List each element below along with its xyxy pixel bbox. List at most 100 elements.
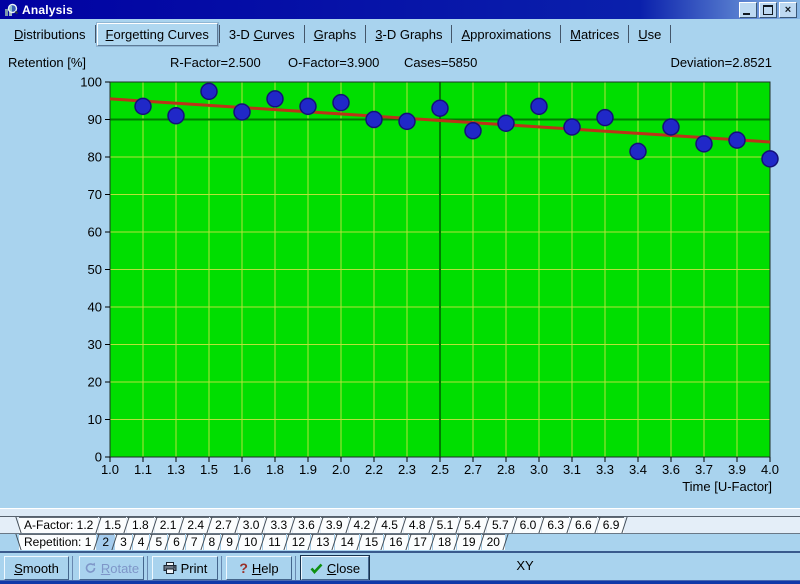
button-separator bbox=[295, 556, 296, 580]
repetition-tab-16[interactable]: 16 bbox=[384, 534, 408, 550]
a-factor-tab-1-8[interactable]: 1.8 bbox=[127, 517, 154, 533]
smooth-button[interactable]: Smooth bbox=[4, 556, 69, 580]
window-bottom-frame bbox=[0, 580, 800, 584]
x-tick-label: 3.6 bbox=[662, 462, 680, 477]
repetition-tab-6[interactable]: 6 bbox=[168, 534, 185, 550]
tab-separator bbox=[670, 25, 672, 43]
deviation-value: Deviation=2.8521 bbox=[670, 55, 772, 70]
repetition-tab-17[interactable]: 17 bbox=[408, 534, 432, 550]
y-tick-label: 40 bbox=[88, 300, 102, 315]
r-factor-value: R-Factor=2.500 bbox=[170, 55, 261, 70]
rotate-button[interactable]: Rotate bbox=[79, 556, 144, 580]
a-factor-tab-2-7[interactable]: 2.7 bbox=[210, 517, 237, 533]
x-tick-label: 2.5 bbox=[431, 462, 449, 477]
button-separator bbox=[147, 556, 148, 580]
tab-use[interactable]: Use bbox=[638, 26, 662, 42]
x-tick-label: 3.3 bbox=[596, 462, 614, 477]
status-mode-label: XY bbox=[516, 558, 534, 573]
y-tick-label: 30 bbox=[88, 337, 102, 352]
repetition-tab-11[interactable]: 11 bbox=[263, 534, 286, 550]
repetition-tab-9[interactable]: 9 bbox=[221, 534, 238, 550]
help-button[interactable]: ? Help bbox=[226, 556, 292, 580]
repetition-tab-4[interactable]: 4 bbox=[132, 534, 150, 550]
repetition-tab-14[interactable]: 14 bbox=[335, 534, 359, 550]
data-point bbox=[200, 82, 218, 101]
x-tick-label: 3.4 bbox=[629, 462, 647, 477]
regression-line bbox=[109, 97, 771, 144]
analysis-app-icon bbox=[4, 3, 19, 17]
close-window-button[interactable]: × bbox=[779, 2, 797, 18]
tab-graphs[interactable]: Graphs bbox=[313, 26, 357, 42]
x-tick-label: 1.9 bbox=[299, 462, 317, 477]
a-factor-tab-5-7[interactable]: 5.7 bbox=[486, 517, 514, 533]
tab-distributions[interactable]: Distributions bbox=[14, 26, 86, 42]
data-point bbox=[530, 97, 548, 116]
a-factor-tab-2-4[interactable]: 2.4 bbox=[182, 517, 210, 533]
a-factor-tab-5-4[interactable]: 5.4 bbox=[459, 517, 486, 533]
tab-forgetting-curves[interactable]: Forgetting Curves bbox=[96, 22, 218, 46]
a-factor-tab-4-2[interactable]: 4.2 bbox=[348, 517, 376, 533]
button-bar-divider bbox=[0, 551, 800, 553]
tab-separator bbox=[303, 25, 305, 43]
data-point bbox=[398, 112, 416, 131]
tab-matrices[interactable]: Matrices bbox=[570, 26, 620, 42]
a-factor-tab-4-5[interactable]: 4.5 bbox=[376, 517, 403, 533]
repetition-tab-5[interactable]: 5 bbox=[150, 534, 168, 550]
close-icon: × bbox=[784, 3, 792, 16]
a-factor-tab-6-3[interactable]: 6.3 bbox=[542, 517, 570, 533]
a-factor-tab-3-0[interactable]: 3.0 bbox=[237, 517, 265, 533]
repetition-tab-20[interactable]: 20 bbox=[481, 534, 505, 550]
a-factor-tab-3-3[interactable]: 3.3 bbox=[265, 517, 293, 533]
data-point bbox=[695, 135, 713, 153]
repetition-tab-19[interactable]: 19 bbox=[457, 534, 481, 550]
tab-3-d-graphs[interactable]: 3-D Graphs bbox=[375, 26, 443, 42]
check-icon bbox=[310, 563, 323, 574]
a-factor-tab-6-9[interactable]: 6.9 bbox=[597, 517, 625, 533]
button-label: Smooth bbox=[14, 560, 59, 576]
a-factor-tab-4-8[interactable]: 4.8 bbox=[403, 517, 431, 533]
x-tick-label: 1.0 bbox=[101, 462, 119, 477]
repetition-tab-7[interactable]: 7 bbox=[185, 534, 203, 550]
x-tick-label: 2.7 bbox=[464, 462, 482, 477]
a-factor-tab-2-1[interactable]: 2.1 bbox=[154, 517, 182, 533]
repetition-tab-8[interactable]: 8 bbox=[203, 534, 221, 550]
tab-3-d-curves[interactable]: 3-D Curves bbox=[228, 26, 295, 42]
rotate-icon bbox=[84, 562, 97, 574]
y-tick-label: 70 bbox=[88, 187, 102, 202]
a-factor-tab-1-5[interactable]: 1.5 bbox=[99, 517, 127, 533]
print-button[interactable]: Print bbox=[152, 556, 218, 580]
y-tick-label: 60 bbox=[88, 225, 102, 240]
repetition-tab-repetition-1[interactable]: Repetition: 1 bbox=[19, 534, 97, 550]
data-point bbox=[431, 99, 449, 117]
close-button[interactable]: Close bbox=[301, 556, 369, 580]
data-point bbox=[134, 97, 152, 116]
button-label: Help bbox=[251, 560, 279, 576]
minimize-button[interactable] bbox=[739, 2, 757, 18]
a-factor-tab-5-1[interactable]: 5.1 bbox=[431, 517, 459, 533]
repetition-strip: Repetition: 1 2 3 4 5 6 7 8 9 10 11 12 13 14 15 16 17 18 1… bbox=[0, 533, 800, 550]
x-tick-label: 2.8 bbox=[497, 462, 515, 477]
repetition-tab-10[interactable]: 10 bbox=[238, 534, 263, 550]
x-tick-label: 3.7 bbox=[695, 462, 713, 477]
x-tick-label: 1.1 bbox=[134, 462, 152, 477]
cases-value: Cases=5850 bbox=[404, 55, 478, 70]
a-factor-tab-3-9[interactable]: 3.9 bbox=[320, 517, 348, 533]
a-factor-tab-a-factor-1-2[interactable]: A-Factor: 1.2 bbox=[19, 517, 99, 533]
repetition-tab-18[interactable]: 18 bbox=[432, 534, 457, 550]
repetition-tab-15[interactable]: 15 bbox=[359, 534, 384, 550]
repetition-tab-2[interactable]: 2 bbox=[97, 534, 115, 550]
a-factor-tab-6-6[interactable]: 6.6 bbox=[570, 517, 597, 533]
maximize-button[interactable] bbox=[759, 2, 777, 18]
title-bar: Analysis × bbox=[0, 0, 800, 19]
repetition-tab-12[interactable]: 12 bbox=[286, 534, 311, 550]
repetition-tab-13[interactable]: 13 bbox=[311, 534, 335, 550]
y-tick-label: 10 bbox=[88, 412, 102, 427]
o-factor-value: O-Factor=3.900 bbox=[288, 55, 380, 70]
tab-approximations[interactable]: Approximations bbox=[461, 26, 552, 42]
a-factor-tab-3-6[interactable]: 3.6 bbox=[293, 517, 320, 533]
a-factor-tab-6-0[interactable]: 6.0 bbox=[514, 517, 542, 533]
y-tick-label: 20 bbox=[88, 375, 102, 390]
x-tick-label: 2.3 bbox=[398, 462, 416, 477]
repetition-tab-3[interactable]: 3 bbox=[115, 534, 132, 550]
